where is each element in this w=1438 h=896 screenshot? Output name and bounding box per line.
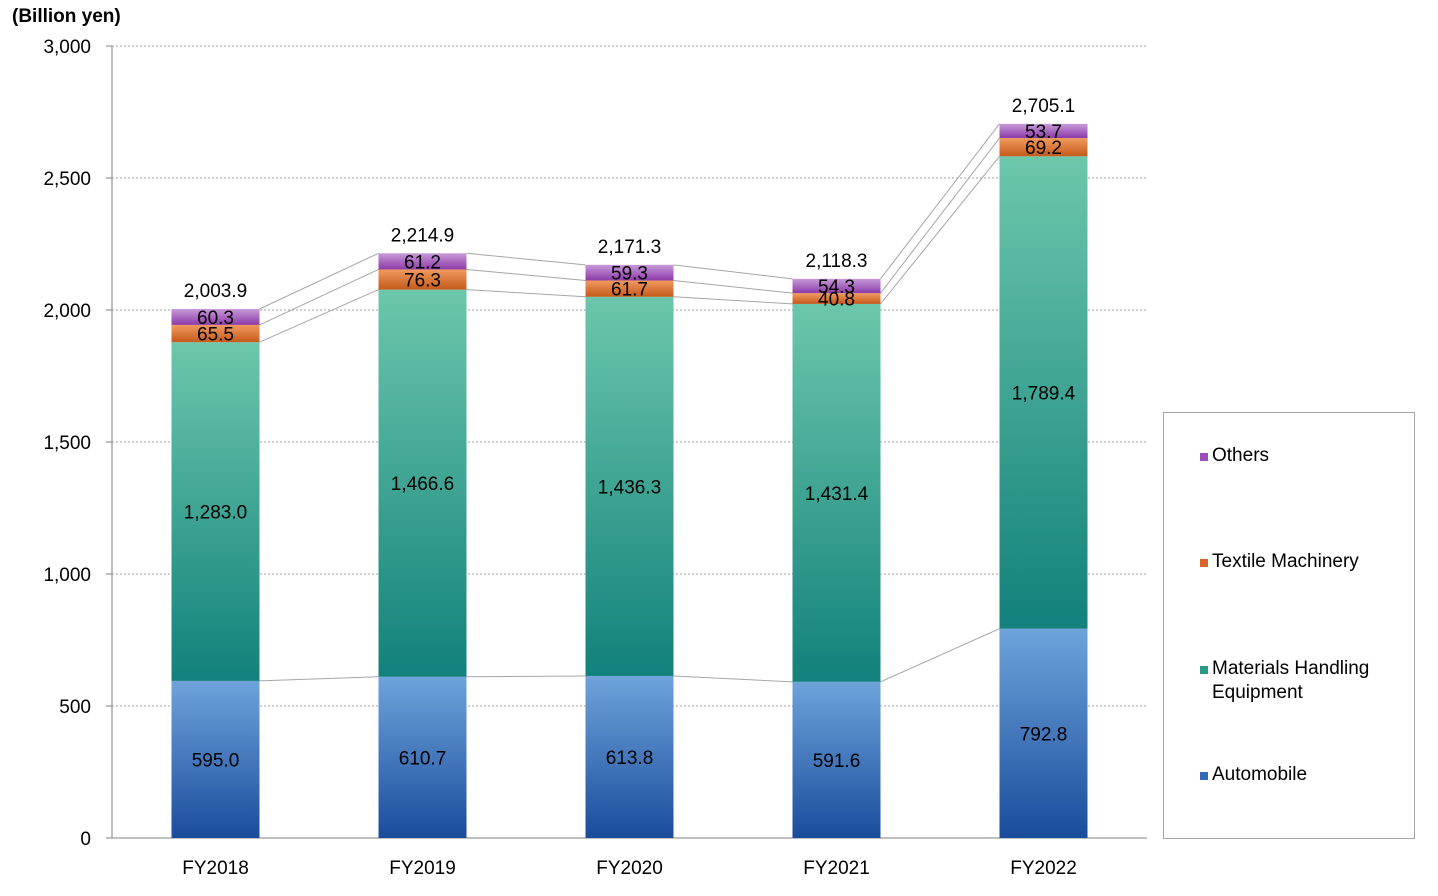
bar-segment bbox=[999, 123, 1088, 139]
connector-line bbox=[880, 628, 1000, 683]
bar-segment bbox=[585, 264, 674, 281]
bar-segment bbox=[792, 303, 881, 682]
data-label: 610.7 bbox=[399, 748, 447, 769]
x-tick-label: FY2021 bbox=[803, 858, 870, 879]
legend-label-textile-machinery: Textile Machinery bbox=[1212, 551, 1359, 572]
x-tick-label: FY2022 bbox=[1010, 858, 1077, 879]
data-label: 61.7 bbox=[611, 280, 648, 301]
bar-segment bbox=[999, 138, 1088, 157]
connector-line bbox=[259, 289, 379, 343]
bar-segment bbox=[171, 308, 260, 325]
connector-line bbox=[673, 296, 793, 305]
data-label: 53.7 bbox=[1025, 122, 1062, 143]
y-tick-label: 3,000 bbox=[43, 37, 91, 58]
bar-segment bbox=[171, 324, 260, 343]
connector-line bbox=[259, 252, 379, 310]
legend-item-others: Others bbox=[1200, 444, 1270, 468]
x-tick-label: FY2018 bbox=[182, 858, 249, 879]
connector-line bbox=[673, 279, 793, 294]
bar-segment bbox=[171, 680, 260, 838]
data-label: 1,789.4 bbox=[1012, 384, 1076, 405]
total-label: 2,003.9 bbox=[184, 281, 247, 302]
bar-segment bbox=[585, 280, 674, 297]
total-label: 2,214.9 bbox=[391, 225, 454, 246]
connector-line bbox=[673, 675, 793, 683]
connector-line bbox=[673, 264, 793, 280]
legend-label-automobile: Automobile bbox=[1212, 764, 1308, 785]
bar-segment bbox=[792, 681, 881, 838]
connector-line bbox=[880, 123, 1000, 280]
data-label: 54.3 bbox=[818, 277, 855, 298]
connector-line bbox=[466, 675, 586, 678]
bar-segment bbox=[792, 293, 881, 304]
connector-line bbox=[259, 676, 379, 682]
data-label: 1,431.4 bbox=[805, 484, 869, 505]
y-tick-label: 1,500 bbox=[43, 433, 91, 454]
bar-segment bbox=[585, 675, 674, 838]
y-tick-label: 500 bbox=[59, 697, 91, 718]
connector-line bbox=[466, 268, 586, 281]
data-label: 1,436.3 bbox=[598, 477, 661, 498]
connector-line bbox=[466, 289, 586, 298]
legend-label-others: Others bbox=[1212, 445, 1270, 466]
data-label: 1,283.0 bbox=[184, 503, 247, 524]
legend-item-automobile: Automobile bbox=[1200, 763, 1308, 787]
data-label: 613.8 bbox=[606, 748, 654, 769]
data-label: 61.2 bbox=[404, 252, 441, 273]
legend-item-textile-machinery: Textile Machinery bbox=[1200, 550, 1359, 574]
total-label: 2,705.1 bbox=[1012, 96, 1075, 117]
total-label: 2,118.3 bbox=[806, 251, 868, 272]
data-label: 792.8 bbox=[1020, 724, 1068, 745]
connector-line bbox=[466, 252, 586, 266]
legend: Others Textile Machinery Materials Handl… bbox=[1163, 412, 1415, 839]
legend-swatch-textile-machinery bbox=[1200, 559, 1208, 567]
bar-segment bbox=[999, 156, 1088, 629]
bar-segment bbox=[378, 269, 467, 290]
connector-line bbox=[880, 155, 1000, 305]
data-label: 40.8 bbox=[818, 290, 855, 311]
bar-segment bbox=[378, 676, 467, 838]
data-label: 69.2 bbox=[1025, 138, 1062, 159]
data-label: 76.3 bbox=[404, 271, 441, 292]
data-label: 595.0 bbox=[192, 750, 240, 771]
data-label: 60.3 bbox=[197, 308, 234, 329]
data-label: 59.3 bbox=[611, 264, 648, 285]
y-tick-label: 2,000 bbox=[43, 301, 91, 322]
data-label: 65.5 bbox=[197, 325, 234, 346]
legend-swatch-others bbox=[1200, 453, 1208, 461]
legend-label-materials-handling: Materials Handling Equipment bbox=[1212, 658, 1370, 703]
bar-segment bbox=[171, 342, 260, 681]
bar-segment bbox=[792, 278, 881, 294]
unit-label: (Billion yen) bbox=[12, 6, 121, 27]
legend-item-materials-handling: Materials Handling Equipment bbox=[1200, 657, 1412, 705]
data-label: 591.6 bbox=[813, 751, 861, 772]
data-label: 1,466.6 bbox=[391, 474, 454, 495]
legend-swatch-automobile bbox=[1200, 772, 1208, 780]
x-tick-label: FY2019 bbox=[389, 858, 456, 879]
legend-swatch-materials-handling bbox=[1200, 666, 1208, 674]
bar-segment bbox=[378, 289, 467, 677]
x-tick-label: FY2020 bbox=[596, 858, 663, 879]
bar-segment bbox=[585, 296, 674, 676]
total-label: 2,171.3 bbox=[598, 237, 661, 258]
connector-line bbox=[880, 137, 1000, 294]
y-tick-label: 2,500 bbox=[43, 169, 91, 190]
y-tick-label: 0 bbox=[80, 829, 91, 850]
bar-segment bbox=[378, 253, 467, 270]
connector-line bbox=[259, 268, 379, 326]
bar-segment bbox=[999, 628, 1088, 838]
y-tick-label: 1,000 bbox=[43, 565, 91, 586]
